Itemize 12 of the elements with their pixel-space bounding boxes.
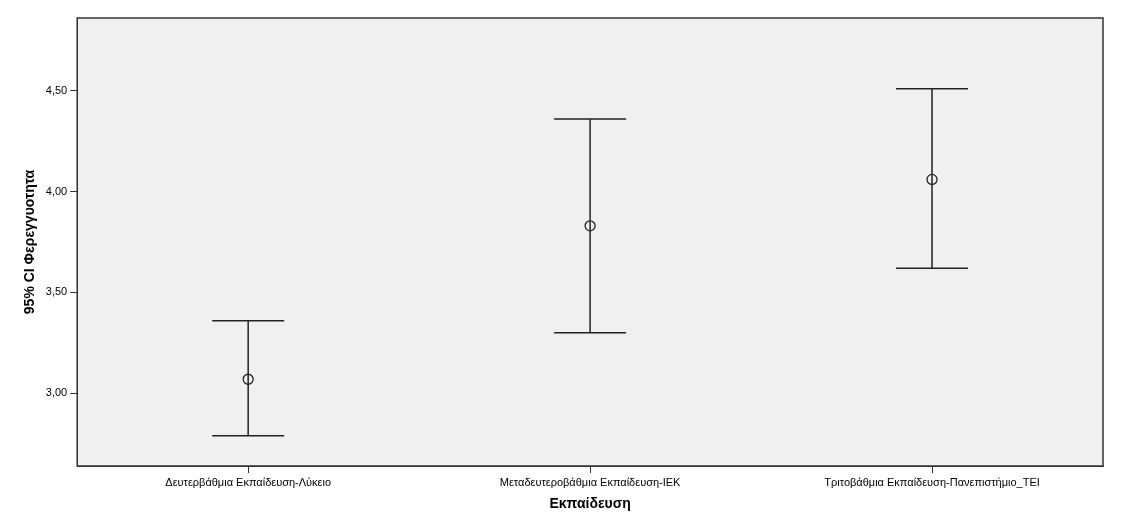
x-tick-label: Τριτοβάθμια Εκπαίδευση-Πανεπιστήμιο_ΤΕΙ <box>824 475 1040 488</box>
x-axis-title: Εκπαίδευση <box>549 495 631 512</box>
y-tick-label: 4,00 <box>45 184 68 197</box>
x-tick-label: Μεταδευτεροβάθμια Εκπαίδευση-ΙΕΚ <box>499 475 682 488</box>
point <box>584 220 596 232</box>
x-tick-label: Δευτερβάθμια Εκπαίδευση-Λύκειο <box>165 475 332 488</box>
y-tick-label: 4,50 <box>45 83 68 96</box>
point <box>242 373 254 385</box>
y-tick-label: 3,00 <box>45 386 68 399</box>
point <box>926 173 938 186</box>
y-axis-title: 95% CI Φερεγγυοτητα <box>21 169 38 315</box>
y-tick-label: 3,50 <box>45 285 68 298</box>
